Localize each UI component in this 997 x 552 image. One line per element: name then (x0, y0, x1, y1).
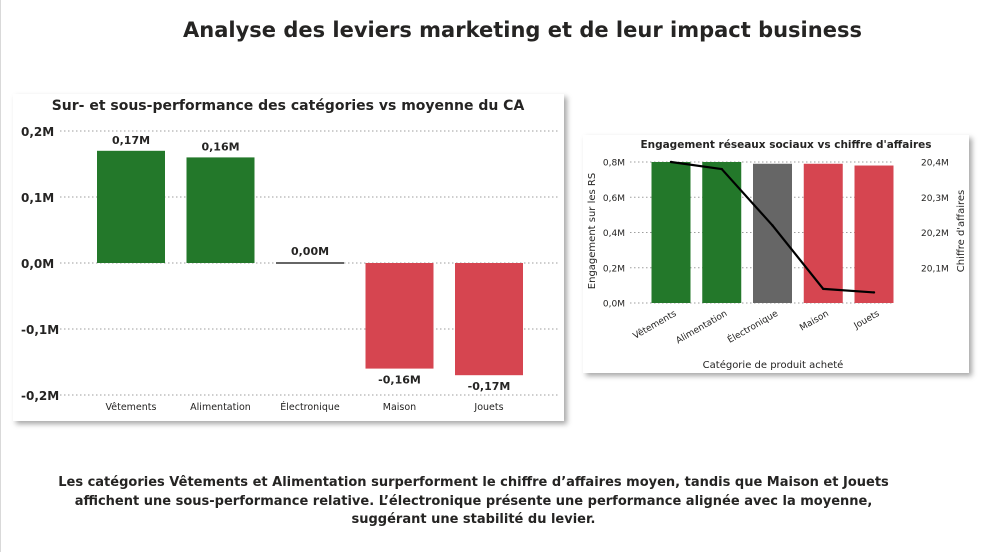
x-tick-label: Électronique (280, 401, 340, 413)
bar (97, 150, 165, 263)
y2-axis-label: Chiffre d'affaires (956, 190, 967, 273)
bar (365, 263, 434, 369)
y-tick-label: 0,8M (603, 159, 625, 169)
y-tick-label: 0,1M (21, 191, 54, 205)
y2-tick-label: 20,1M (921, 264, 949, 274)
x-tick-label: Alimentation (674, 309, 729, 346)
y-axis-label: Engagement sur les RS (587, 173, 598, 289)
x-tick-label: Vêtements (631, 308, 679, 342)
y-tick-label: 0,6M (603, 194, 625, 204)
engagement-chart: Engagement réseaux sociaux vs chiffre d'… (587, 139, 967, 371)
y-tick-label: 0,2M (603, 264, 625, 274)
y2-tick-label: 20,4M (921, 159, 949, 169)
x-tick-label: Vêtements (106, 402, 157, 413)
bar (753, 163, 792, 303)
revenue-point (822, 287, 825, 291)
x-tick-label: Alimentation (190, 402, 251, 413)
revenue-point (771, 224, 774, 227)
y-tick-label: 0,0M (21, 257, 54, 271)
y-tick-label: 0,0M (603, 300, 625, 310)
y-tick-label: 0,2M (21, 125, 54, 139)
revenue-point (872, 291, 876, 294)
y2-tick-label: 20,3M (921, 194, 949, 204)
data-label: 0,17M (112, 134, 150, 147)
bar (651, 162, 691, 303)
x-tick-label: Maison (383, 402, 416, 413)
data-label: 0,16M (201, 140, 239, 153)
x-axis-label: Catégorie de produit acheté (703, 359, 844, 371)
bar (455, 263, 523, 376)
page-title: Analyse des leviers marketing et de leur… (183, 18, 862, 42)
bar (854, 165, 894, 303)
chart-engagement-card: Engagement réseaux sociaux vs chiffre d'… (583, 135, 969, 373)
bar (803, 163, 843, 303)
chart-title: Engagement réseaux sociaux vs chiffre d'… (640, 139, 931, 151)
chart-performance-card: Sur- et sous-performance des catégories … (13, 94, 564, 421)
chart-title: Sur- et sous-performance des catégories … (52, 98, 525, 114)
y2-tick-label: 20,2M (921, 229, 949, 239)
data-label: 0,00M (291, 245, 329, 258)
x-tick-label: Jouets (473, 402, 503, 413)
revenue-point (720, 167, 723, 171)
revenue-point (669, 160, 673, 164)
bar (702, 162, 742, 303)
x-tick-label: Jouets (852, 309, 882, 332)
y-tick-label: 0,4M (603, 229, 625, 239)
data-label: -0,16M (378, 374, 421, 387)
page-edge (0, 0, 1, 552)
footer-commentary: Les catégories Vêtements et Alimentation… (58, 475, 889, 527)
x-tick-label: Électronique (725, 307, 780, 346)
performance-chart: Sur- et sous-performance des catégories … (21, 98, 558, 413)
data-label: -0,17M (468, 380, 511, 393)
x-tick-label: Maison (798, 309, 830, 334)
y-tick-label: -0,1M (21, 323, 59, 337)
bar (276, 262, 344, 264)
bar (186, 157, 255, 263)
y-tick-label: -0,2M (21, 389, 59, 403)
